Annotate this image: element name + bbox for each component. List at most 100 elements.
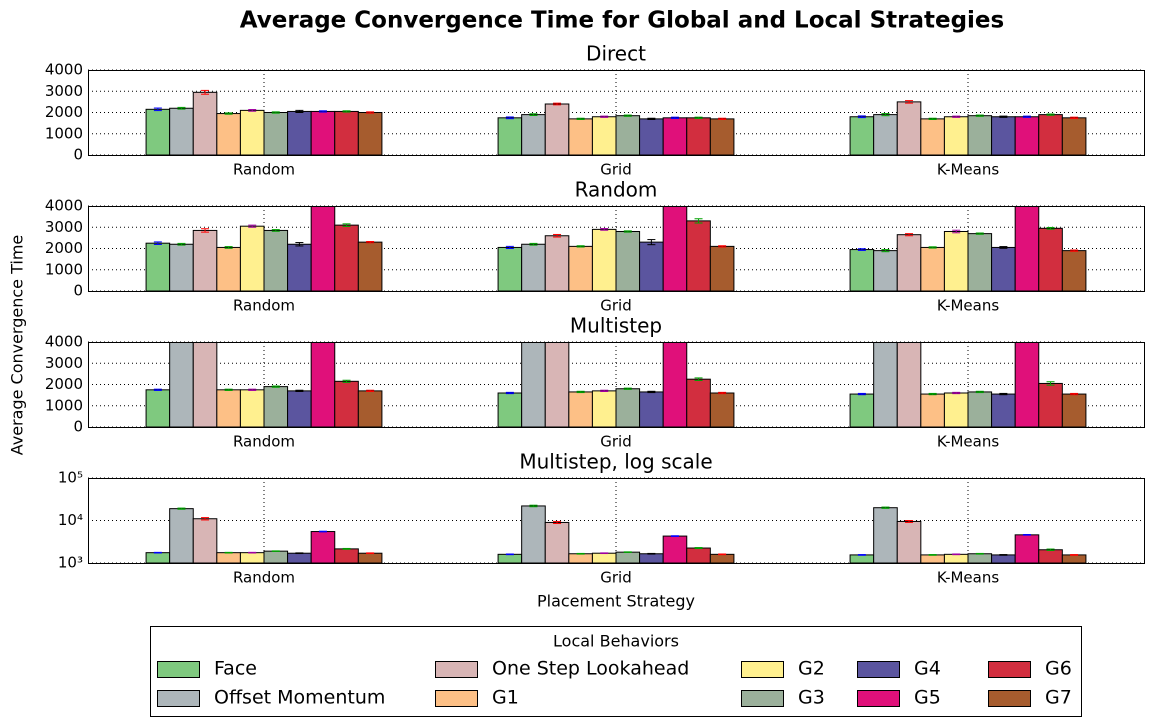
error-bar: [1023, 328, 1031, 331]
bar: [216, 389, 241, 427]
error-bar: [857, 115, 866, 119]
bars: [145, 194, 1087, 291]
bar: [709, 245, 735, 291]
error-bar: [671, 194, 679, 197]
bar: [920, 393, 945, 427]
bar: [568, 391, 593, 427]
error-bar: [224, 246, 233, 249]
error-bar: [248, 388, 257, 391]
bar: [943, 392, 969, 427]
legend-swatch: [988, 690, 1031, 707]
bar: [686, 378, 711, 427]
error-bar: [177, 507, 186, 510]
error-bar: [576, 245, 585, 248]
error-bar: [999, 554, 1008, 556]
error-bar: [366, 389, 375, 393]
error-bar: [928, 246, 937, 249]
error-bar: [1070, 554, 1079, 556]
bar: [873, 114, 898, 155]
bar: [920, 246, 945, 291]
error-bar: [647, 117, 656, 121]
error-bar: [905, 215, 913, 236]
legend-swatch: [988, 661, 1031, 678]
legend-label: G4: [914, 658, 941, 680]
bar: [1014, 206, 1040, 291]
legend-label: Face: [214, 658, 257, 680]
bar: [873, 507, 898, 563]
bar: [192, 229, 218, 291]
error-bar: [999, 115, 1008, 118]
error-bar: [342, 379, 351, 383]
bar: [497, 553, 523, 563]
bar: [896, 234, 922, 291]
error-bar: [271, 111, 280, 114]
error-bar: [553, 520, 562, 524]
bar: [615, 115, 641, 155]
bar: [544, 521, 570, 563]
bar: [239, 389, 265, 427]
error-bar: [975, 114, 984, 117]
bar: [1014, 342, 1040, 427]
bar: [1014, 534, 1040, 563]
bar: [920, 118, 945, 155]
y-tick-label: 10³: [58, 554, 83, 572]
bars: [145, 89, 1087, 155]
figure-title: Average Convergence Time for Global and …: [240, 8, 1004, 34]
error-bar: [1070, 249, 1079, 252]
error-bar: [999, 392, 1008, 396]
error-bar: [271, 550, 280, 552]
error-bar: [881, 506, 890, 509]
bar: [896, 342, 922, 427]
error-bar: [952, 229, 961, 234]
bar: [943, 553, 969, 563]
error-bar: [600, 552, 609, 555]
error-bar: [318, 110, 327, 113]
legend-label: G5: [914, 687, 941, 709]
bar: [287, 110, 312, 155]
y-tick-label: 1000: [45, 124, 83, 142]
bar: [357, 390, 383, 427]
bar: [192, 91, 218, 155]
axes-frame: [88, 478, 1145, 564]
error-bar: [505, 553, 514, 556]
bar: [662, 206, 688, 291]
bar: [639, 553, 664, 563]
bar: [145, 242, 171, 291]
bar: [1038, 549, 1063, 563]
error-bar: [694, 116, 703, 119]
bar: [145, 108, 171, 155]
legend-label: Offset Momentum: [214, 687, 385, 709]
error-bar: [248, 109, 257, 112]
bar: [263, 550, 289, 563]
legend-swatch: [435, 690, 478, 707]
bar: [497, 117, 523, 155]
error-bar: [694, 218, 703, 224]
legend-swatch: [741, 661, 784, 678]
y-tick-label: 2000: [45, 239, 83, 257]
legend-label: One Step Lookahead: [492, 658, 689, 680]
bar: [334, 110, 359, 155]
error-bar: [952, 553, 961, 556]
error-bar: [623, 114, 632, 117]
error-bar: [553, 233, 562, 238]
legend-swatch: [435, 661, 478, 678]
bar: [169, 508, 194, 563]
error-bar: [670, 116, 679, 119]
error-bar: [718, 391, 727, 395]
y-tick-label: 3000: [45, 354, 83, 372]
bar: [709, 392, 735, 427]
error-bar: [366, 552, 375, 555]
error-bar: [647, 552, 656, 555]
bar: [662, 535, 688, 563]
bar: [145, 389, 171, 427]
error-bar: [177, 106, 186, 110]
bar: [239, 552, 265, 563]
bar: [967, 391, 993, 427]
error-bar: [881, 249, 890, 253]
bar: [497, 392, 523, 427]
bar: [991, 116, 1016, 155]
error-bar: [576, 390, 585, 394]
bar: [639, 241, 664, 291]
bar: [896, 520, 922, 563]
bar: [991, 393, 1016, 427]
